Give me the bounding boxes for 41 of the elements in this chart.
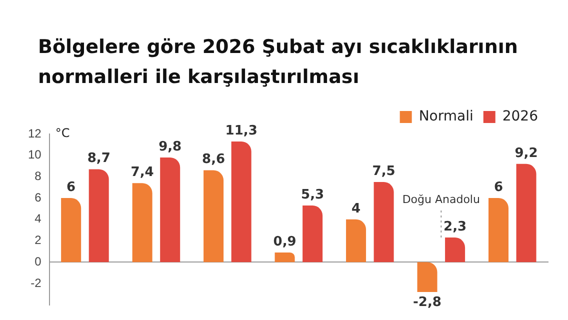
data-label: 6 (494, 180, 504, 195)
y-tick-label: -2 (30, 276, 42, 290)
bar (516, 164, 536, 262)
y-axis-title: °C (55, 126, 70, 140)
data-label: 2,3 (444, 219, 467, 234)
bar (231, 141, 252, 262)
bar (61, 198, 82, 262)
bar (445, 238, 466, 262)
y-tick-label: 12 (28, 126, 42, 140)
bar (374, 182, 394, 262)
data-label: 11,3 (225, 123, 258, 138)
chart-title: Bölgelere göre 2026 Şubat ayı sıcaklıklarının normalleri ile karşılaştırılması (38, 35, 519, 90)
bar (302, 206, 323, 262)
legend-label: 2026 (502, 108, 538, 125)
y-tick-label: 4 (34, 212, 42, 226)
y-tick-label: 2 (34, 233, 42, 248)
data-label: 7,4 (130, 164, 154, 180)
y-tick-label: 0 (34, 254, 42, 268)
data-label: -2,8 (413, 294, 442, 310)
bar (274, 252, 295, 262)
data-label: 9,2 (514, 146, 538, 161)
data-label: 9,8 (158, 139, 182, 154)
data-label: 5,3 (301, 187, 324, 202)
x-tick-label: Doğu Anadolu (402, 192, 480, 206)
bar (132, 183, 152, 262)
bar (204, 170, 224, 262)
data-label: 4 (351, 201, 361, 216)
data-label: 8,6 (202, 152, 226, 168)
bar (88, 169, 109, 262)
bar (417, 262, 438, 292)
data-label: 7,5 (372, 164, 396, 179)
legend-label: Normali (418, 108, 474, 125)
y-tick-label: 6 (34, 190, 42, 204)
bar (160, 157, 180, 262)
y-tick-label: 8 (34, 169, 42, 184)
bar (488, 198, 508, 262)
data-label: 0,9 (273, 234, 296, 250)
data-label: 8,7 (87, 151, 110, 166)
bar (346, 219, 366, 262)
data-label: 6 (66, 180, 76, 195)
y-tick-label: 10 (28, 148, 42, 162)
